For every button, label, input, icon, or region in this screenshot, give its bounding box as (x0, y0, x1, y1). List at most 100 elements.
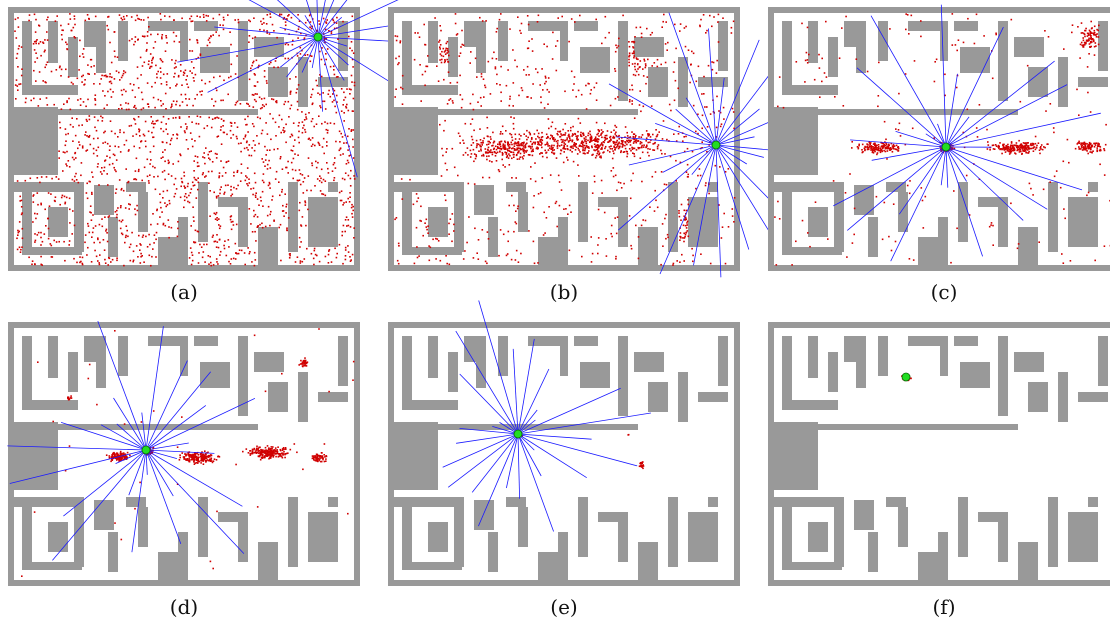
particle (87, 247, 89, 249)
particle (456, 34, 458, 36)
particle (104, 167, 106, 169)
particle (673, 263, 675, 265)
particle (598, 139, 600, 141)
particle (611, 236, 613, 238)
particle (82, 257, 84, 259)
particle (220, 129, 222, 131)
particle (661, 26, 663, 28)
particle (280, 449, 282, 451)
wall (402, 21, 412, 93)
particle (186, 83, 188, 85)
particle (528, 154, 530, 156)
particle (427, 66, 429, 68)
particle (160, 58, 162, 60)
wall (238, 197, 248, 247)
particle (19, 196, 21, 198)
particle (540, 192, 542, 194)
particle (845, 192, 847, 194)
particle (160, 19, 162, 21)
particle (199, 16, 201, 18)
particle (74, 180, 76, 182)
particle (139, 249, 141, 251)
wall (578, 182, 588, 242)
particle (69, 166, 71, 168)
particle (594, 144, 596, 146)
particle (300, 260, 302, 262)
particle (530, 166, 532, 168)
particle (310, 139, 312, 141)
particle (154, 234, 156, 236)
particle (238, 253, 240, 255)
particle (528, 40, 530, 42)
particle (292, 135, 294, 137)
particle (87, 99, 89, 101)
particle (334, 177, 336, 179)
particle (314, 248, 316, 250)
particle (191, 16, 193, 18)
particle (1017, 149, 1019, 151)
particle (544, 232, 546, 234)
particle (711, 26, 713, 28)
particle (711, 61, 713, 63)
particle (255, 192, 257, 194)
particle (99, 224, 101, 226)
wall (22, 400, 78, 410)
particle (598, 135, 600, 137)
particle (625, 148, 627, 150)
particle (324, 101, 326, 103)
particle (293, 145, 295, 147)
particle (63, 103, 65, 105)
particle (302, 127, 304, 129)
particle (186, 126, 188, 128)
particle (111, 77, 113, 79)
particle (635, 141, 637, 143)
particle (312, 137, 314, 139)
particle (189, 202, 191, 204)
particle (211, 98, 213, 100)
particle (273, 451, 275, 453)
particle (631, 103, 633, 105)
particle (34, 511, 36, 513)
particle (155, 189, 157, 191)
particle (148, 131, 150, 133)
particle (97, 120, 99, 122)
particle (275, 122, 277, 124)
particle (1078, 114, 1080, 116)
particle (82, 145, 84, 147)
particle (95, 225, 97, 227)
particle (428, 245, 430, 247)
particle (617, 96, 619, 98)
particle (275, 135, 277, 137)
particle (518, 147, 520, 149)
particle (82, 53, 84, 55)
particle (657, 146, 659, 148)
particle (47, 104, 49, 106)
particle (155, 41, 157, 43)
particle (304, 200, 306, 202)
particle (1083, 40, 1085, 42)
particle (44, 209, 46, 211)
particle (231, 229, 233, 231)
particle (197, 156, 199, 158)
particle (888, 236, 890, 238)
particle (585, 141, 587, 143)
particle (684, 210, 686, 212)
particle (506, 85, 508, 87)
particle (89, 119, 91, 121)
particle (1033, 150, 1035, 152)
particle (180, 186, 182, 188)
particle (397, 260, 399, 262)
particle (193, 216, 195, 218)
particle (33, 201, 35, 203)
particle (297, 256, 299, 258)
particle (254, 73, 256, 75)
particle (272, 455, 274, 457)
particle (1044, 147, 1046, 149)
particle (352, 379, 354, 381)
particle (395, 88, 397, 90)
particle (708, 65, 710, 67)
particle (544, 107, 546, 109)
particle (66, 48, 68, 50)
particle (1027, 149, 1029, 151)
particle (250, 454, 252, 456)
